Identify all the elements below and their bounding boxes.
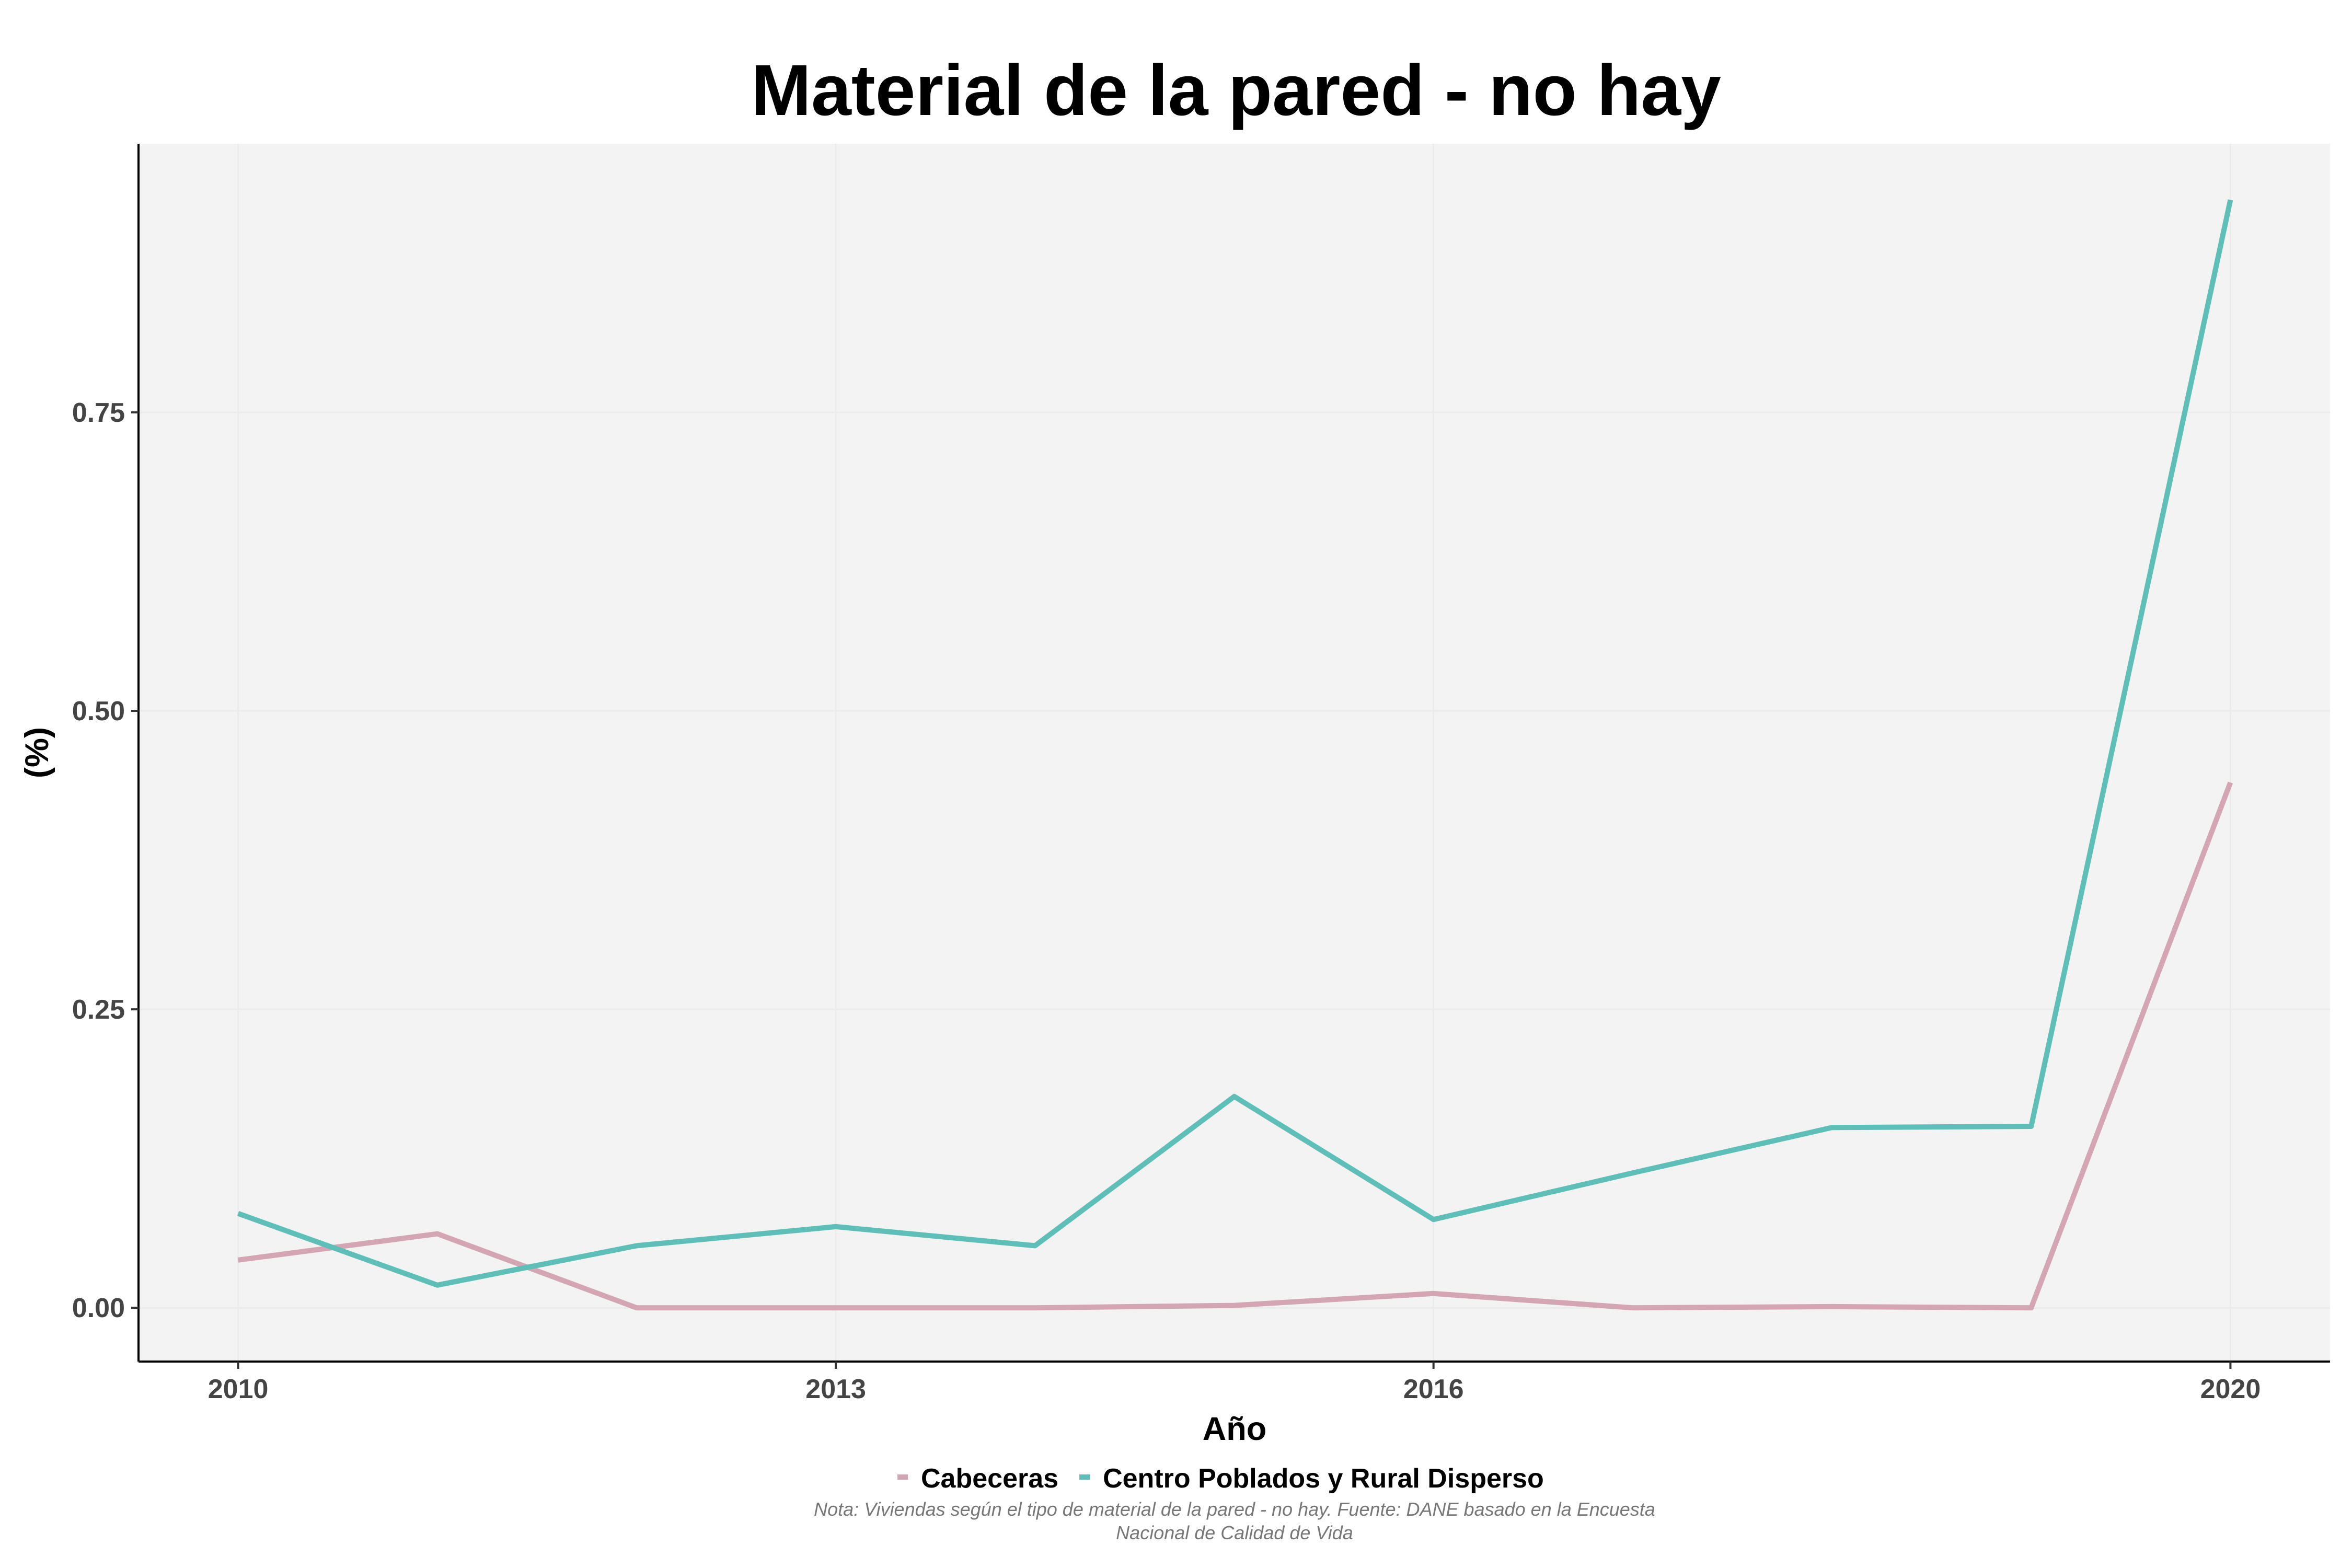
x-tick-label-2: 2016 bbox=[1403, 1374, 1464, 1404]
y-axis-ticks: 0.00 0.25 0.50 0.75 bbox=[72, 398, 139, 1323]
series-layer bbox=[237, 199, 2233, 1311]
legend-item-1: Centro Poblados y Rural Disperso bbox=[1079, 1463, 1544, 1494]
y-tick-label-3: 0.75 bbox=[72, 398, 125, 428]
series-line-0 bbox=[237, 781, 2233, 1311]
legend-item-0: Cabeceras bbox=[897, 1463, 1058, 1494]
x-tick-label-1: 2013 bbox=[805, 1374, 866, 1404]
series-line-1 bbox=[237, 199, 2233, 1288]
x-tick-label-3: 2020 bbox=[2200, 1374, 2261, 1404]
y-tick-label-0: 0.00 bbox=[72, 1293, 125, 1323]
legend-label-1: Centro Poblados y Rural Disperso bbox=[1103, 1463, 1544, 1494]
y-tick-label-1: 0.25 bbox=[72, 995, 125, 1025]
x-tick-label-0: 2010 bbox=[208, 1374, 269, 1404]
legend: Cabeceras Centro Poblados y Rural Dispers… bbox=[897, 1463, 1544, 1494]
x-axis-ticks: 2010 2013 2016 2020 bbox=[208, 1362, 2261, 1404]
plot-panel bbox=[139, 144, 2330, 1362]
chart-title: Material de la pared - no hay bbox=[751, 50, 1721, 131]
legend-label-0: Cabeceras bbox=[921, 1463, 1058, 1494]
y-tick-label-2: 0.50 bbox=[72, 696, 125, 727]
y-axis-title: (%) bbox=[19, 727, 55, 778]
caption-line-2: Nacional de Calidad de Vida bbox=[1116, 1522, 1353, 1543]
x-axis-title: Año bbox=[1203, 1411, 1266, 1447]
caption-line-1: Nota: Viviendas según el tipo de materia… bbox=[814, 1498, 1655, 1520]
